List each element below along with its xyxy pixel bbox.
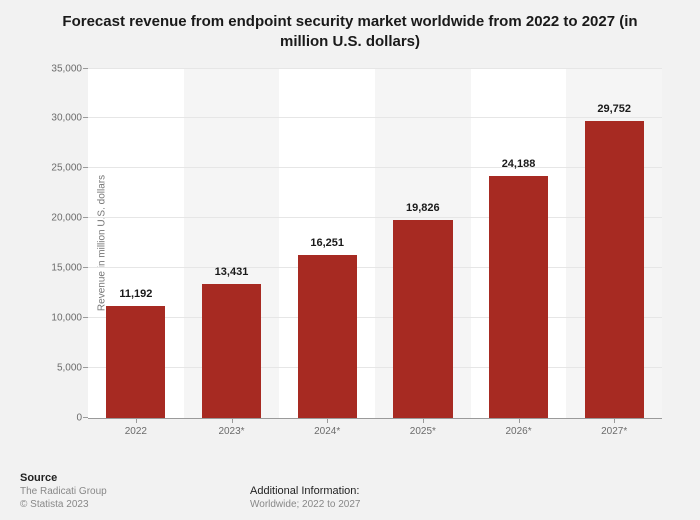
y-tick-label: 20,000: [40, 213, 82, 224]
bar-column: 16,2512024*: [279, 69, 375, 418]
y-tick-mark: [83, 68, 88, 69]
y-tick-mark: [83, 167, 88, 168]
bar-column: 13,4312023*: [184, 69, 280, 418]
source-heading: Source: [20, 472, 107, 484]
bar: [585, 121, 644, 418]
y-tick-mark: [83, 117, 88, 118]
bar: [489, 176, 548, 417]
additional-info-block: Additional Information: Worldwide; 2022 …: [250, 485, 360, 510]
x-tick-label: 2022: [88, 418, 184, 437]
y-tick-mark: [83, 217, 88, 218]
y-tick-label: 25,000: [40, 163, 82, 174]
source-line: The Radicati Group: [20, 486, 107, 497]
y-tick-mark: [83, 367, 88, 368]
bar: [298, 255, 357, 417]
bar-column: 24,1882026*: [471, 69, 567, 418]
bar: [106, 306, 165, 418]
y-tick-label: 15,000: [40, 262, 82, 273]
y-tick-label: 30,000: [40, 113, 82, 124]
x-tick-label: 2026*: [471, 418, 567, 437]
bars-group: 11,192202213,4312023*16,2512024*19,82620…: [88, 69, 662, 418]
bar-value-label: 24,188: [471, 158, 567, 170]
x-tick-label: 2027*: [566, 418, 662, 437]
chart-title: Forecast revenue from endpoint security …: [50, 12, 650, 53]
bar-value-label: 19,826: [375, 202, 471, 214]
bar-value-label: 16,251: [279, 237, 375, 249]
bar: [202, 284, 261, 418]
bar-value-label: 13,431: [184, 266, 280, 278]
y-tick-mark: [83, 317, 88, 318]
plot-area: Revenue in million U.S. dollars 11,19220…: [88, 69, 662, 419]
bar-column: 19,8262025*: [375, 69, 471, 418]
x-tick-label: 2023*: [184, 418, 280, 437]
y-tick-label: 5,000: [40, 362, 82, 373]
y-tick-label: 0: [40, 412, 82, 423]
y-tick-mark: [83, 417, 88, 418]
additional-info-heading: Additional Information:: [250, 485, 360, 497]
bar-value-label: 29,752: [566, 103, 662, 115]
bar-column: 11,1922022: [88, 69, 184, 418]
bar-value-label: 11,192: [88, 288, 184, 300]
additional-info-line: Worldwide; 2022 to 2027: [250, 499, 360, 510]
copyright-line: © Statista 2023: [20, 499, 107, 510]
bar: [393, 220, 452, 418]
chart-container: Forecast revenue from endpoint security …: [0, 0, 700, 520]
y-tick-label: 35,000: [40, 63, 82, 74]
bar-column: 29,7522027*: [566, 69, 662, 418]
chart-area: Revenue in million U.S. dollars 11,19220…: [20, 59, 680, 449]
x-tick-label: 2024*: [279, 418, 375, 437]
y-tick-mark: [83, 267, 88, 268]
y-tick-label: 10,000: [40, 312, 82, 323]
source-block: Source The Radicati Group © Statista 202…: [20, 472, 107, 510]
x-tick-label: 2025*: [375, 418, 471, 437]
